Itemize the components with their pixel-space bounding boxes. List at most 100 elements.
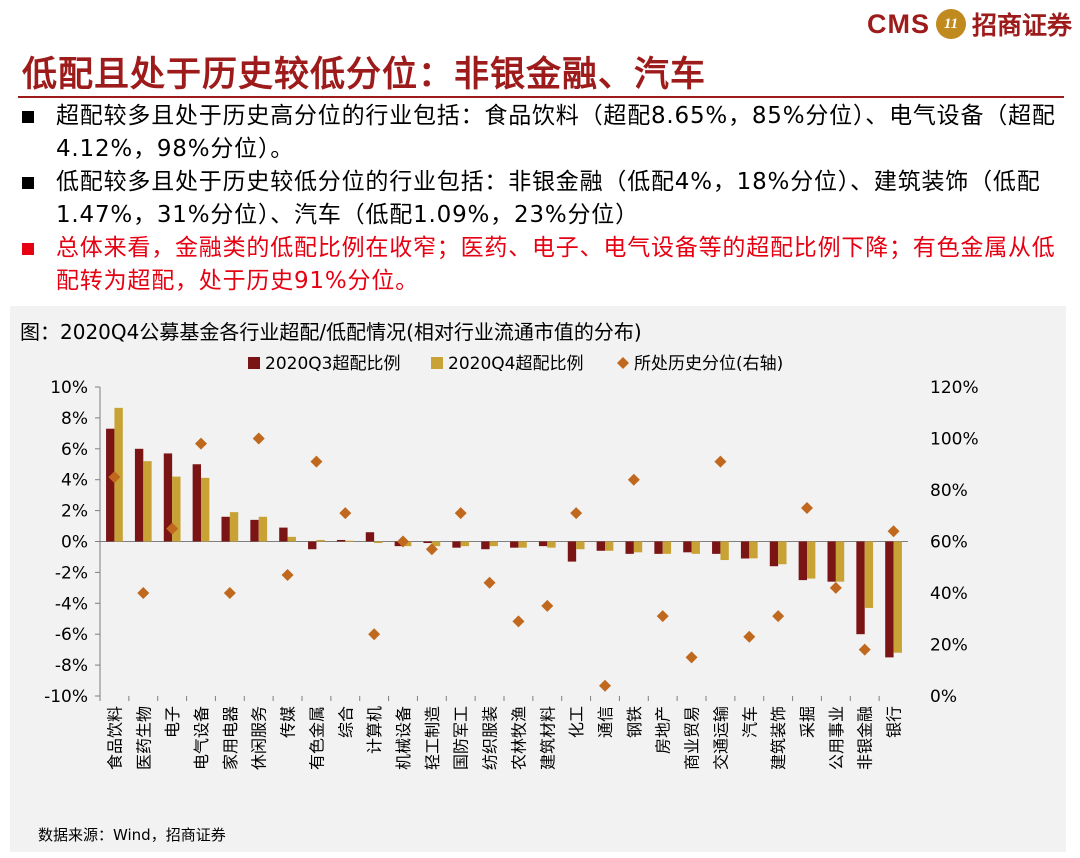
data-source: 数据来源：Wind，招商证券	[38, 826, 226, 844]
x-tick-label: 商业贸易	[683, 706, 702, 770]
bullet-text: 超配较多且处于历史高分位的行业包括：食品饮料（超配8.65%，85%分位）、电气…	[56, 103, 1056, 162]
percentile-point	[310, 455, 323, 468]
bar	[683, 541, 692, 553]
x-tick-label: 传媒	[279, 706, 298, 738]
bar	[134, 448, 144, 542]
percentile-point	[339, 507, 352, 520]
bar	[143, 461, 152, 542]
bar	[712, 541, 721, 554]
logo-mark-icon: 11	[935, 9, 966, 39]
percentile-point	[743, 630, 756, 643]
percentile-point	[483, 576, 496, 589]
bullet-square-icon	[22, 111, 34, 123]
bar	[691, 541, 700, 554]
y-tick-label: -8%	[55, 656, 88, 676]
percentile-point	[829, 581, 842, 594]
x-tick-label: 汽车	[740, 706, 759, 738]
percentile-point	[223, 587, 236, 599]
bar	[605, 541, 614, 551]
title-divider	[18, 96, 1064, 98]
bar	[807, 541, 816, 579]
x-tick-label: 建筑材料	[538, 706, 557, 770]
percentile-point	[397, 535, 409, 548]
x-tick-label: 纺织服装	[481, 706, 500, 770]
bar	[431, 541, 441, 547]
bullet-item-summary: 总体来看，金融类的低配比例在收窄；医药、电子、电气设备等的超配比例下降；有色金属…	[18, 232, 1068, 298]
bullet-list: 超配较多且处于历史高分位的行业包括：食品饮料（超配8.65%，85%分位）、电气…	[18, 100, 1068, 298]
y2-tick-label: 20%	[930, 636, 968, 656]
x-tick-label: 非银金融	[856, 706, 875, 770]
bar	[192, 464, 201, 542]
bar	[740, 541, 750, 559]
chart-title: 图：2020Q4公募基金各行业超配/低配情况(相对行业流通市值的分布)	[20, 320, 642, 344]
x-tick-label: 化工	[567, 706, 586, 738]
x-tick-label: 电子	[163, 706, 182, 738]
legend-label: 所处历史分位(右轴)	[634, 354, 783, 374]
legend-swatch	[617, 357, 629, 369]
x-tick-label: 国防军工	[452, 706, 471, 770]
chart-axes: 10% 8% 6% 4% 2% 0% -2% -4% -6% -8% -10% 120% 100% 80%…	[44, 378, 979, 770]
bar	[423, 541, 432, 544]
bar	[827, 541, 836, 582]
bar	[460, 541, 470, 547]
bar	[518, 541, 527, 548]
y-tick-label: 0%	[61, 533, 88, 553]
bar	[201, 477, 210, 542]
chart-legend: 2020Q3超配比例 2020Q4超配比例 所处历史分位(右轴)	[248, 354, 783, 374]
x-tick-label: 有色金属	[307, 706, 326, 770]
percentile-point	[772, 610, 785, 623]
x-tick-label: 房地产	[654, 706, 673, 754]
percentile-point	[252, 432, 265, 445]
bar	[316, 539, 325, 542]
x-tick-label: 建筑装饰	[769, 706, 788, 770]
bar	[510, 541, 519, 548]
bar	[229, 512, 239, 542]
legend-label: 2020Q3超配比例	[265, 354, 400, 374]
bar	[654, 541, 663, 554]
percentile-point	[656, 610, 669, 623]
y-tick-label: -6%	[55, 625, 88, 645]
x-tick-label: 银行	[885, 706, 904, 738]
y-tick-label: -4%	[55, 594, 88, 614]
logo-cms-text: CMS	[866, 8, 930, 39]
bar	[625, 541, 634, 554]
x-tick-label: 计算机	[365, 706, 384, 754]
bar	[662, 541, 672, 554]
y2-tick-label: 60%	[930, 533, 968, 553]
x-tick-label: 机械设备	[394, 706, 413, 770]
bar	[864, 541, 874, 608]
chart-marks	[106, 407, 902, 692]
x-tick-label: 休闲服务	[250, 706, 269, 770]
y-tick-label: 8%	[61, 409, 88, 429]
bar	[394, 541, 403, 547]
legend-swatch	[248, 357, 260, 369]
y2-tick-label: 120%	[930, 378, 979, 398]
bullet-item-underweight: 低配较多且处于历史较低分位的行业包括：非银金融（低配4%，18%分位）、建筑装饰…	[18, 166, 1068, 232]
bullet-square-icon	[22, 243, 34, 255]
bar	[798, 541, 807, 581]
bar	[258, 516, 268, 542]
y2-tick-label: 100%	[930, 430, 979, 450]
percentile-point	[801, 502, 813, 515]
x-tick-label: 采掘	[798, 706, 817, 738]
percentile-point	[685, 651, 698, 664]
percentile-point	[108, 471, 121, 484]
bar	[481, 541, 490, 550]
legend-swatch	[431, 357, 443, 369]
bar	[287, 536, 296, 542]
bar	[172, 476, 181, 542]
y2-tick-label: 80%	[930, 481, 968, 501]
percentile-point	[858, 643, 871, 656]
x-tick-label: 轻工制造	[423, 706, 442, 770]
y-tick-label: 2%	[61, 502, 88, 522]
y-tick-label: 10%	[50, 378, 88, 398]
legend-label: 2020Q4超配比例	[448, 354, 583, 374]
bullet-text: 低配较多且处于历史较低分位的行业包括：非银金融（低配4%，18%分位）、建筑装饰…	[56, 169, 1041, 228]
x-tick-label: 公用事业	[827, 706, 846, 770]
bullet-text: 总体来看，金融类的低配比例在收窄；医药、电子、电气设备等的超配比例下降；有色金属…	[56, 235, 1056, 294]
bar	[106, 428, 115, 542]
bar	[567, 541, 577, 562]
bar	[720, 541, 729, 561]
percentile-point	[166, 522, 179, 535]
bar	[547, 541, 556, 548]
